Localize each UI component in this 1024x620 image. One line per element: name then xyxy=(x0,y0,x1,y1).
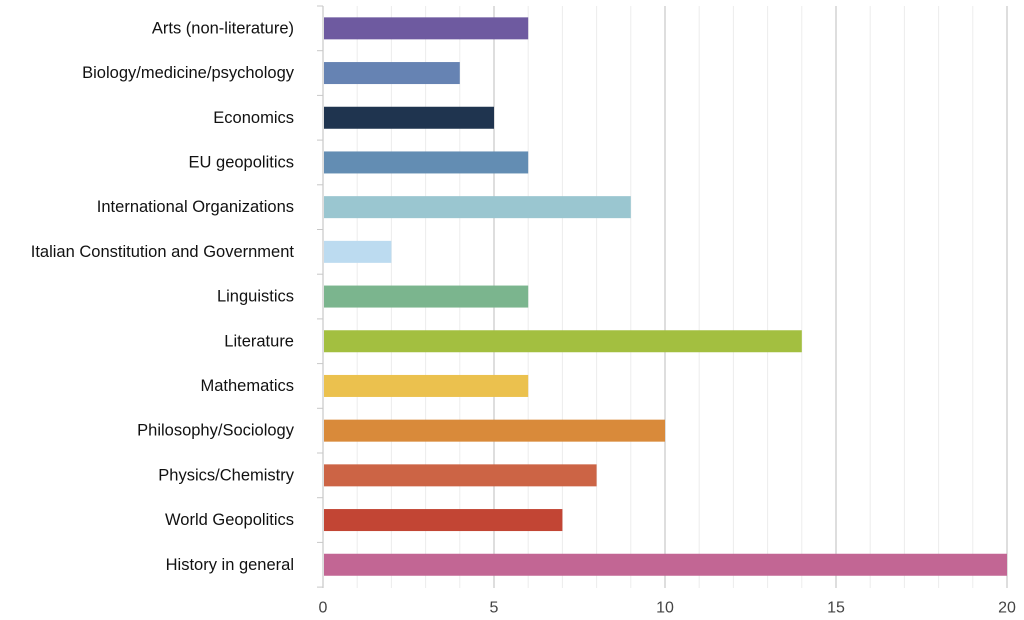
x-tick-label: 5 xyxy=(490,600,499,617)
category-labels: Arts (non-literature) Biology/medicine/ps… xyxy=(31,19,295,573)
bar xyxy=(324,62,460,85)
x-tick-label: 15 xyxy=(827,600,845,617)
category-label: Philosophy/Sociology xyxy=(137,422,295,440)
bar xyxy=(324,553,1007,576)
bar xyxy=(324,330,802,353)
category-label: Linguistics xyxy=(217,288,294,306)
y-axis xyxy=(317,5,324,588)
bar xyxy=(324,285,529,308)
bar xyxy=(324,419,665,442)
x-tick-label: 0 xyxy=(319,600,328,617)
bar xyxy=(324,464,597,487)
bars xyxy=(324,17,1007,576)
x-tick-label: 20 xyxy=(998,600,1016,617)
x-tick-labels: 0 5 10 15 20 xyxy=(319,600,1016,617)
category-label: Mathematics xyxy=(200,377,294,395)
category-label: International Organizations xyxy=(97,198,294,216)
category-label: EU geopolitics xyxy=(189,153,294,171)
category-label: Physics/Chemistry xyxy=(158,466,294,484)
bar xyxy=(324,240,392,263)
x-tick-label: 10 xyxy=(656,600,674,617)
category-label: Economics xyxy=(213,109,294,127)
bar xyxy=(324,509,563,532)
bar xyxy=(324,106,494,129)
category-label: History in general xyxy=(166,556,294,574)
bar xyxy=(324,196,631,219)
category-label: Arts (non-literature) xyxy=(152,19,294,37)
bar xyxy=(324,151,529,174)
category-label: Literature xyxy=(224,332,294,350)
bar xyxy=(324,374,529,397)
category-label: World Geopolitics xyxy=(165,511,294,529)
bar xyxy=(324,17,529,40)
category-label: Italian Constitution and Government xyxy=(31,243,295,261)
category-label: Biology/medicine/psychology xyxy=(82,64,295,82)
